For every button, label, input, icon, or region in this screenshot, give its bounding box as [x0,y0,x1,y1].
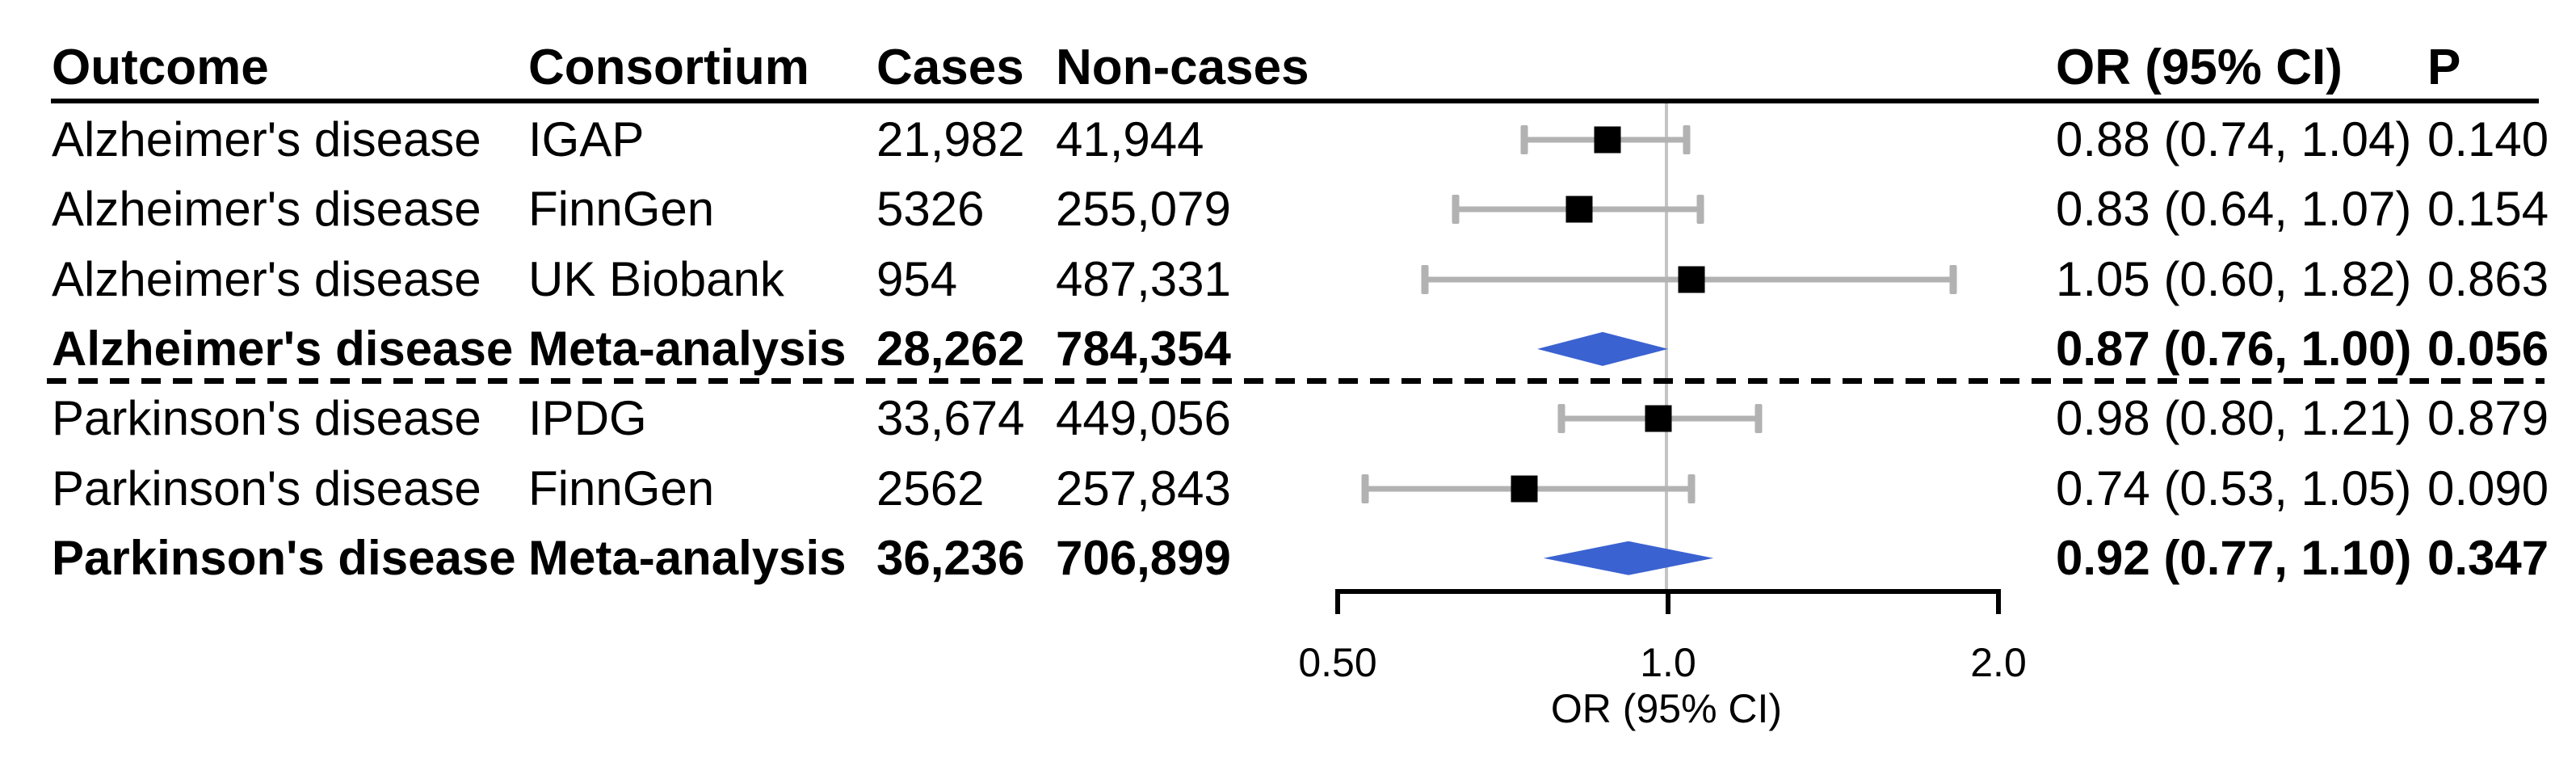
ci-cap-left [1557,404,1565,434]
ci-cap-right [1949,264,1957,294]
outcome-cell: Parkinson's disease [52,391,481,446]
cases-cell: 28,262 [876,321,1025,376]
noncases-cell: 784,354 [1056,321,1231,376]
x-axis-tick [1335,589,1340,614]
or-point-square [1511,475,1538,502]
outcome-cell: Alzheimer's disease [52,112,481,166]
outcome-cell: Alzheimer's disease [52,251,481,306]
outcome-cell: Parkinson's disease [52,461,481,516]
noncases-cell: 706,899 [1056,530,1231,585]
ci-cap-right [1696,195,1704,225]
column-header-p: P [2427,40,2461,95]
consortium-cell: Meta-analysis [528,321,847,376]
or-point-square [1594,126,1621,154]
cases-cell: 2562 [876,461,985,516]
or-point-square [1645,405,1672,432]
ci-cap-left [1361,473,1369,503]
or-ci-cell: 0.74 (0.53, 1.05) [2056,461,2412,516]
p-value-cell: 0.140 [2427,112,2549,166]
ci-cap-left [1452,195,1460,225]
ci-cap-right [1683,125,1691,154]
outcome-cell: Alzheimer's disease [52,321,514,376]
p-value-cell: 0.090 [2427,461,2549,516]
consortium-cell: FinnGen [528,461,715,516]
ci-cap-left [1520,125,1528,154]
p-value-cell: 0.154 [2427,182,2549,237]
outcome-cell: Parkinson's disease [52,530,516,585]
consortium-cell: IGAP [528,112,645,166]
consortium-cell: FinnGen [528,182,715,237]
cases-cell: 5326 [876,182,985,237]
or-ci-cell: 1.05 (0.60, 1.82) [2056,251,2412,306]
noncases-cell: 257,843 [1056,461,1231,516]
column-header-cases: Cases [876,40,1024,95]
or-point-square [1678,266,1705,293]
x-axis-tick [1666,589,1670,614]
ci-cap-right [1754,404,1763,434]
or-ci-cell: 0.92 (0.77, 1.10) [2056,530,2412,585]
x-axis-tick [1996,589,2001,614]
ci-cap-right [1687,473,1696,503]
noncases-cell: 255,079 [1056,182,1231,237]
noncases-cell: 487,331 [1056,251,1231,306]
cases-cell: 36,236 [876,530,1025,585]
x-axis-title: OR (95% CI) [1550,686,1783,731]
x-axis-tick-label: 1.0 [1640,640,1696,685]
or-ci-cell: 0.87 (0.76, 1.00) [2056,321,2412,376]
p-value-cell: 0.347 [2427,530,2549,585]
group-divider-dashed [47,378,2544,384]
column-header-or-ci: OR (95% CI) [2056,40,2343,95]
reference-line [1665,103,1668,589]
or-ci-cell: 0.98 (0.80, 1.21) [2056,391,2412,446]
column-header-consortium: Consortium [528,40,809,95]
outcome-cell: Alzheimer's disease [52,182,481,237]
noncases-cell: 41,944 [1056,112,1204,166]
or-ci-cell: 0.83 (0.64, 1.07) [2056,182,2412,237]
cases-cell: 954 [876,251,958,306]
or-point-square [1565,196,1593,223]
header-rule [51,99,2539,103]
x-axis-tick-label: 0.50 [1298,640,1377,685]
meta-summary-diamond [1543,541,1714,575]
x-axis-tick-label: 2.0 [1970,640,2027,685]
meta-summary-diamond [1537,331,1668,366]
consortium-cell: IPDG [528,391,647,446]
column-header-outcome: Outcome [52,40,269,95]
or-ci-cell: 0.88 (0.74, 1.04) [2056,112,2412,166]
p-value-cell: 0.863 [2427,251,2549,306]
consortium-cell: UK Biobank [528,251,784,306]
p-value-cell: 0.056 [2427,321,2549,376]
p-value-cell: 0.879 [2427,391,2549,446]
column-header-noncases: Non-cases [1056,40,1309,95]
consortium-cell: Meta-analysis [528,530,847,585]
cases-cell: 21,982 [876,112,1025,166]
noncases-cell: 449,056 [1056,391,1231,446]
cases-cell: 33,674 [876,391,1025,446]
ci-cap-left [1421,264,1429,294]
